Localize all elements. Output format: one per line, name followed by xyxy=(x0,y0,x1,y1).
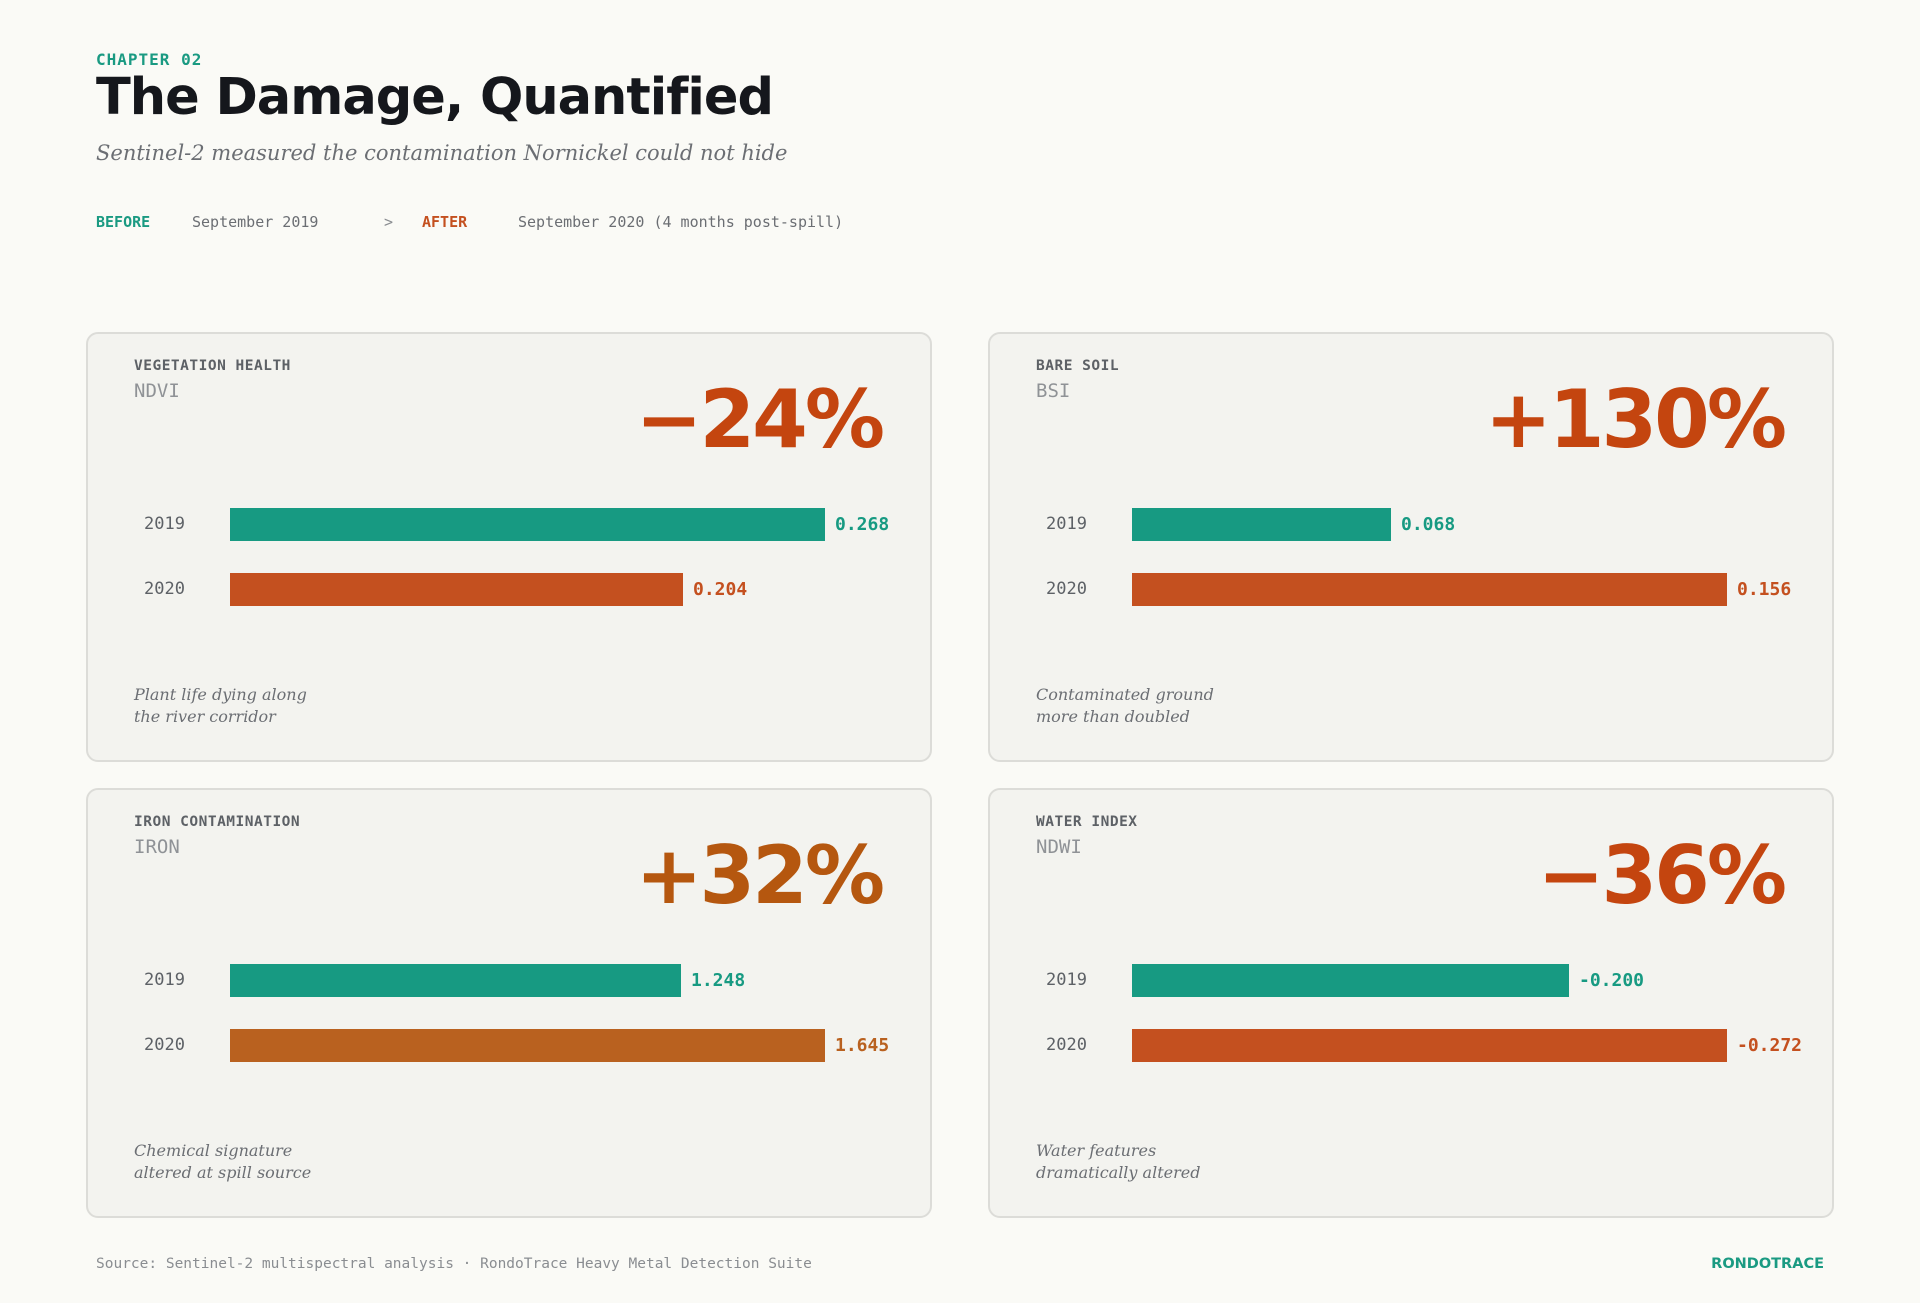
bar-2020 xyxy=(1132,1029,1727,1062)
before-date: September 2019 xyxy=(192,213,319,231)
percent-change: +32% xyxy=(635,829,885,922)
after-label: AFTER xyxy=(422,213,468,231)
metric-name: IRON CONTAMINATION xyxy=(134,814,301,830)
caption-line: Water features xyxy=(1036,1141,1157,1160)
before-label: BEFORE xyxy=(96,213,151,231)
footer-brand: RONDOTRACE xyxy=(1711,1256,1824,1272)
metric-index: NDWI xyxy=(1036,836,1082,858)
year-label-2019: 2019 xyxy=(144,514,185,534)
metric-name: VEGETATION HEALTH xyxy=(134,358,291,374)
value-label-2019: 0.268 xyxy=(835,514,890,535)
metric-card-bare-soil: BARE SOIL BSI +130% 2019 2020 0.068 0.15… xyxy=(988,332,1834,762)
value-label-2020: 0.156 xyxy=(1737,579,1792,600)
year-label-2020: 2020 xyxy=(1046,579,1087,599)
metric-caption: Chemical signature altered at spill sour… xyxy=(134,1140,394,1184)
percent-change: −36% xyxy=(1537,829,1787,922)
metric-caption: Contaminated ground more than doubled xyxy=(1036,684,1296,728)
value-label-2019: 0.068 xyxy=(1401,514,1456,535)
value-label-2020: 1.645 xyxy=(835,1035,890,1056)
metric-caption: Water features dramatically altered xyxy=(1036,1140,1296,1184)
bar-2019 xyxy=(230,508,825,541)
caption-line: dramatically altered xyxy=(1036,1163,1201,1182)
year-label-2019: 2019 xyxy=(144,970,185,990)
metric-index: BSI xyxy=(1036,380,1071,402)
percent-change: −24% xyxy=(635,373,885,466)
bar-2019 xyxy=(230,964,681,997)
year-label-2020: 2020 xyxy=(144,1035,185,1055)
caption-line: altered at spill source xyxy=(134,1163,312,1182)
bar-2019 xyxy=(1132,508,1391,541)
metric-card-water: WATER INDEX NDWI −36% 2019 2020 -0.200 -… xyxy=(988,788,1834,1218)
year-label-2020: 2020 xyxy=(144,579,185,599)
bar-2020 xyxy=(230,573,683,606)
metric-name: WATER INDEX xyxy=(1036,814,1138,830)
bar-2020 xyxy=(230,1029,825,1062)
value-label-2019: -0.200 xyxy=(1579,970,1645,991)
caption-line: the river corridor xyxy=(134,707,276,726)
caption-line: more than doubled xyxy=(1036,707,1190,726)
caption-line: Chemical signature xyxy=(134,1141,293,1160)
timeline-arrow: > xyxy=(384,213,394,231)
value-label-2019: 1.248 xyxy=(691,970,746,991)
metric-card-vegetation: VEGETATION HEALTH NDVI −24% 2019 2020 0.… xyxy=(86,332,932,762)
page-title: The Damage, Quantified xyxy=(96,68,774,127)
metric-index: NDVI xyxy=(134,380,180,402)
year-label-2019: 2019 xyxy=(1046,970,1087,990)
metric-caption: Plant life dying along the river corrido… xyxy=(134,684,394,728)
caption-line: Plant life dying along xyxy=(134,685,307,704)
metric-index: IRON xyxy=(134,836,180,858)
caption-line: Contaminated ground xyxy=(1036,685,1214,704)
after-date: September 2020 (4 months post-spill) xyxy=(518,213,844,231)
percent-change: +130% xyxy=(1484,373,1787,466)
page-subtitle: Sentinel-2 measured the contamination No… xyxy=(96,141,788,165)
footer-source: Source: Sentinel-2 multispectral analysi… xyxy=(96,1256,812,1272)
chapter-label: CHAPTER 02 xyxy=(96,50,203,69)
year-label-2019: 2019 xyxy=(1046,514,1087,534)
bar-2020 xyxy=(1132,573,1727,606)
value-label-2020: 0.204 xyxy=(693,579,748,600)
year-label-2020: 2020 xyxy=(1046,1035,1087,1055)
bar-2019 xyxy=(1132,964,1569,997)
metric-name: BARE SOIL xyxy=(1036,358,1120,374)
value-label-2020: -0.272 xyxy=(1737,1035,1803,1056)
metric-card-iron: IRON CONTAMINATION IRON +32% 2019 2020 1… xyxy=(86,788,932,1218)
